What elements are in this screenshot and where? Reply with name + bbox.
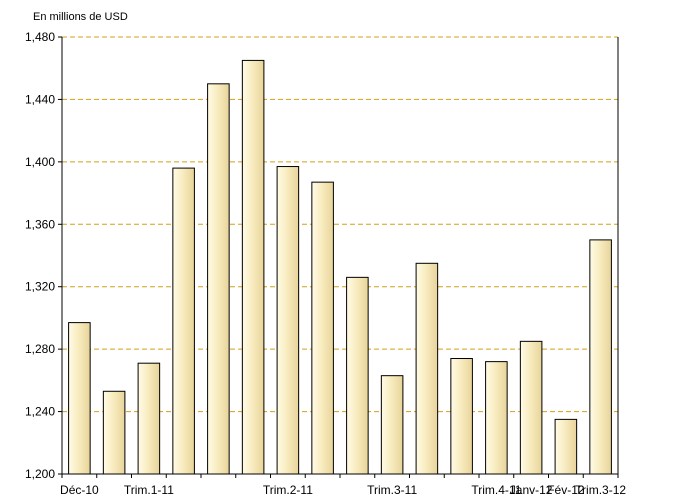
bar — [554, 418, 578, 475]
bar — [137, 362, 161, 475]
x-tick-label: Déc-10 — [60, 483, 99, 497]
y-tick-label: 1,440 — [25, 92, 55, 106]
bar — [485, 361, 508, 475]
bars — [68, 59, 612, 475]
y-tick-label: 1,320 — [25, 280, 55, 294]
y-tick-label: 1,400 — [25, 155, 55, 169]
y-tick-label: 1,200 — [25, 467, 55, 481]
y-tick-labels: 1,200 1,240 1,280 1,320 1,360 1,400 1,440 1,480 — [25, 30, 55, 481]
bar — [519, 340, 543, 475]
y-tick-label: 1,480 — [25, 30, 55, 44]
bar — [450, 358, 473, 475]
bar — [589, 239, 612, 475]
y-tick-label: 1,280 — [25, 342, 55, 356]
axes — [58, 36, 619, 478]
x-tick-label: Trim.3-11 — [367, 483, 417, 497]
bar — [276, 166, 300, 475]
bar — [346, 276, 369, 475]
x-tick-label: Trim.3-12 — [575, 483, 626, 497]
x-tick-label: Fév-12 — [547, 483, 585, 497]
bar — [68, 322, 91, 475]
x-tick-label: Trim.1-11 — [124, 483, 174, 497]
bar — [380, 375, 404, 475]
bar — [415, 262, 439, 475]
bar — [241, 59, 265, 475]
y-tick-label: 1,360 — [25, 217, 55, 231]
y-tick-label: 1,240 — [25, 405, 55, 419]
x-tick-labels: Déc-10 Trim.1-11 Trim.2-11 Trim.3-11 Trim.4-… — [60, 483, 626, 497]
bar — [172, 167, 195, 475]
bar — [311, 181, 334, 475]
bar — [102, 390, 126, 475]
x-tick-label: Trim.2-11 — [263, 483, 313, 497]
bar — [207, 83, 230, 475]
x-tick-label: Janv-12 — [510, 483, 553, 497]
x-tick-label: Trim.4-11 — [471, 483, 521, 497]
unit-label: En millions de USD — [33, 11, 128, 23]
